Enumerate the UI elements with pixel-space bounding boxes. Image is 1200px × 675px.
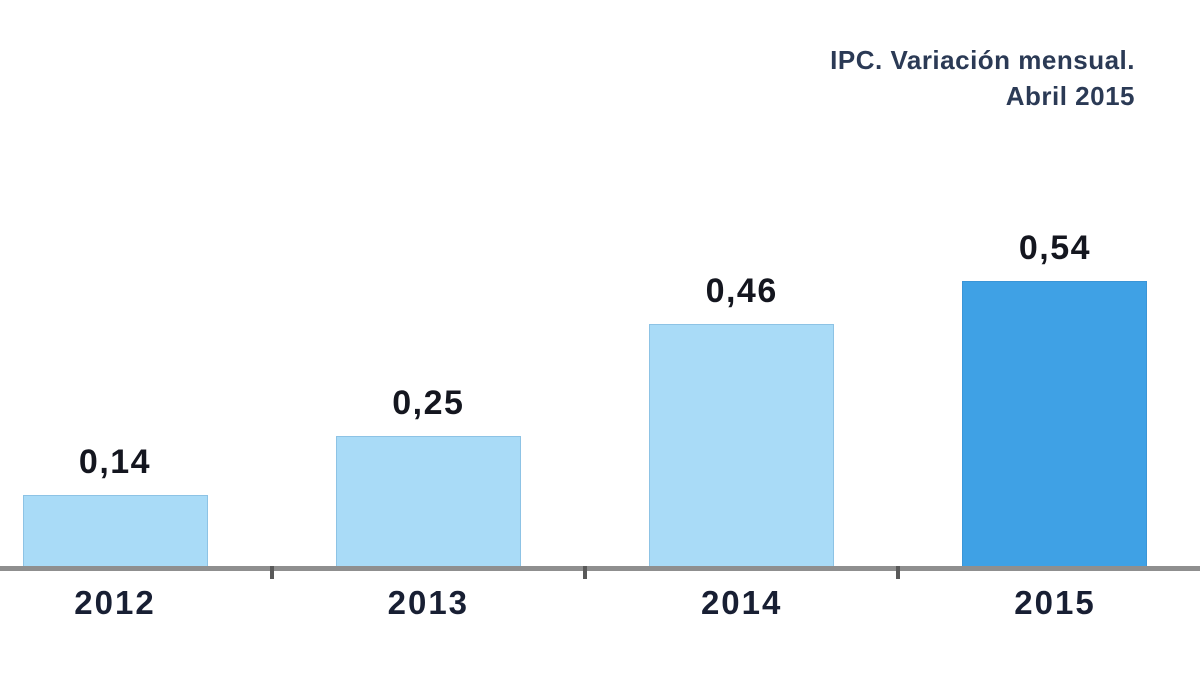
x-axis-label: 2015 bbox=[1014, 584, 1096, 621]
axis-tick bbox=[582, 566, 587, 579]
x-axis-label: 2013 bbox=[387, 584, 470, 621]
bar-value-label: 0,14 bbox=[78, 443, 152, 481]
chart-title: IPC. Variación mensual. Abril 2015 bbox=[830, 42, 1135, 114]
bar-2013 bbox=[335, 436, 521, 570]
axis-tick bbox=[896, 566, 901, 579]
bar-2015 bbox=[962, 281, 1148, 570]
x-axis-label: 2014 bbox=[700, 584, 783, 621]
axis-tick bbox=[269, 566, 274, 579]
chart-title-line-2: Abril 2015 bbox=[1005, 81, 1135, 111]
bar-value-label: 0,25 bbox=[392, 384, 465, 422]
chart-title-line-1: IPC. Variación mensual. bbox=[830, 45, 1135, 75]
x-axis-label: 2012 bbox=[74, 584, 156, 621]
bar-value-label: 0,54 bbox=[1018, 229, 1092, 267]
x-axis-line bbox=[0, 566, 1200, 571]
bar-2012 bbox=[22, 495, 208, 570]
bar-value-label: 0,46 bbox=[705, 272, 778, 310]
bar-2014 bbox=[649, 324, 835, 570]
